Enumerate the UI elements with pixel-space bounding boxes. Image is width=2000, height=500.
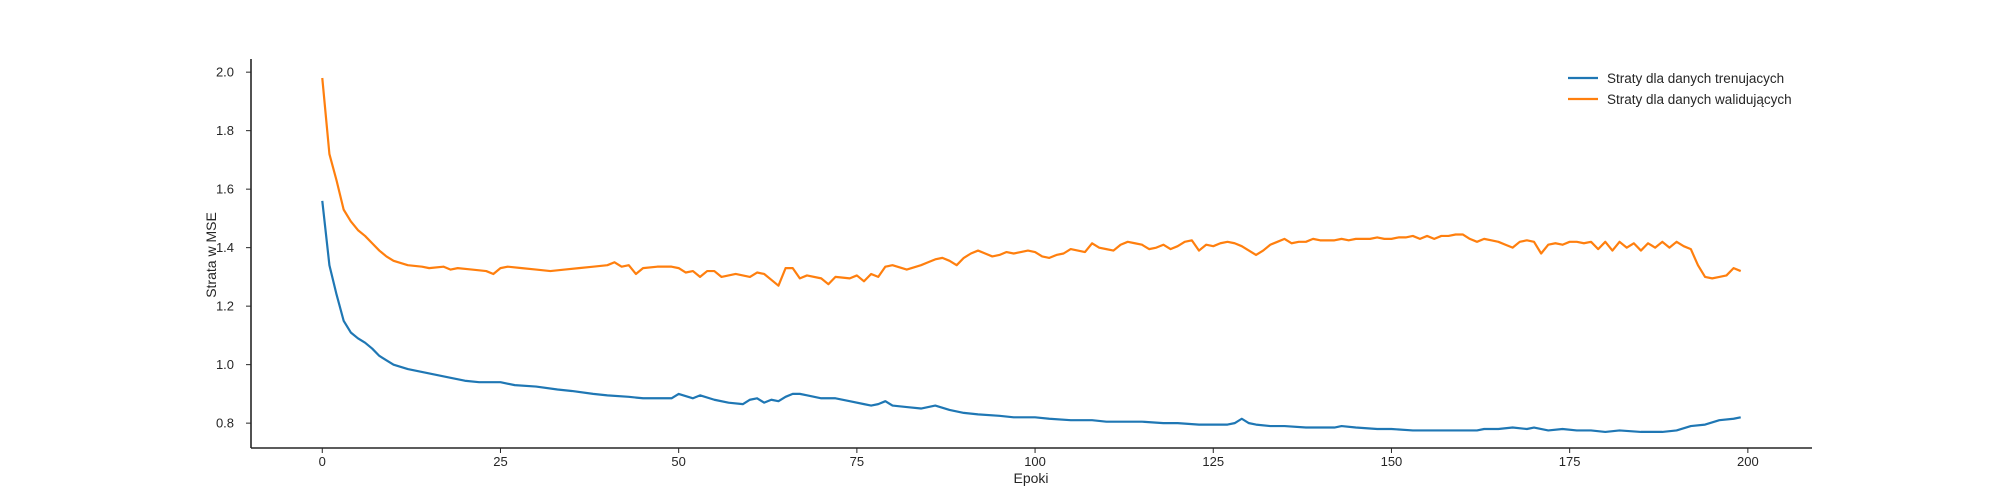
y-tick-label: 1.0 bbox=[216, 357, 234, 372]
x-tick-label: 75 bbox=[850, 454, 864, 469]
y-axis-label: Strata w MSE bbox=[203, 212, 219, 298]
x-tick-label: 175 bbox=[1559, 454, 1581, 469]
x-tick-label: 0 bbox=[319, 454, 326, 469]
legend-label-val: Straty dla danych walidujących bbox=[1607, 92, 1792, 107]
y-tick-label: 1.6 bbox=[216, 182, 234, 197]
legend: Straty dla danych trenujacych Straty dla… bbox=[1568, 71, 1792, 107]
y-tick-label: 0.8 bbox=[216, 416, 234, 431]
series-layer bbox=[321, 77, 1742, 434]
x-axis-label: Epoki bbox=[1013, 470, 1048, 486]
x-tick-label: 150 bbox=[1381, 454, 1403, 469]
x-tick-label: 200 bbox=[1737, 454, 1759, 469]
series-line-0 bbox=[321, 200, 1741, 434]
legend-label-train: Straty dla danych trenujacych bbox=[1607, 71, 1784, 86]
x-tick-labels: 0 25 50 75 100 125 150 175 200 bbox=[319, 448, 1759, 469]
x-tick-label: 50 bbox=[671, 454, 685, 469]
y-tick-label: 1.8 bbox=[216, 123, 234, 138]
x-tick-label: 125 bbox=[1202, 454, 1224, 469]
x-tick-label: 100 bbox=[1024, 454, 1046, 469]
x-tick-label: 25 bbox=[493, 454, 507, 469]
y-tick-labels: 0.8 1.0 1.2 1.4 1.6 1.8 2.0 bbox=[216, 65, 251, 431]
y-tick-label: 2.0 bbox=[216, 65, 234, 80]
y-tick-label: 1.2 bbox=[216, 299, 234, 314]
series-line-1 bbox=[321, 77, 1742, 287]
y-tick-label: 1.4 bbox=[216, 240, 234, 255]
